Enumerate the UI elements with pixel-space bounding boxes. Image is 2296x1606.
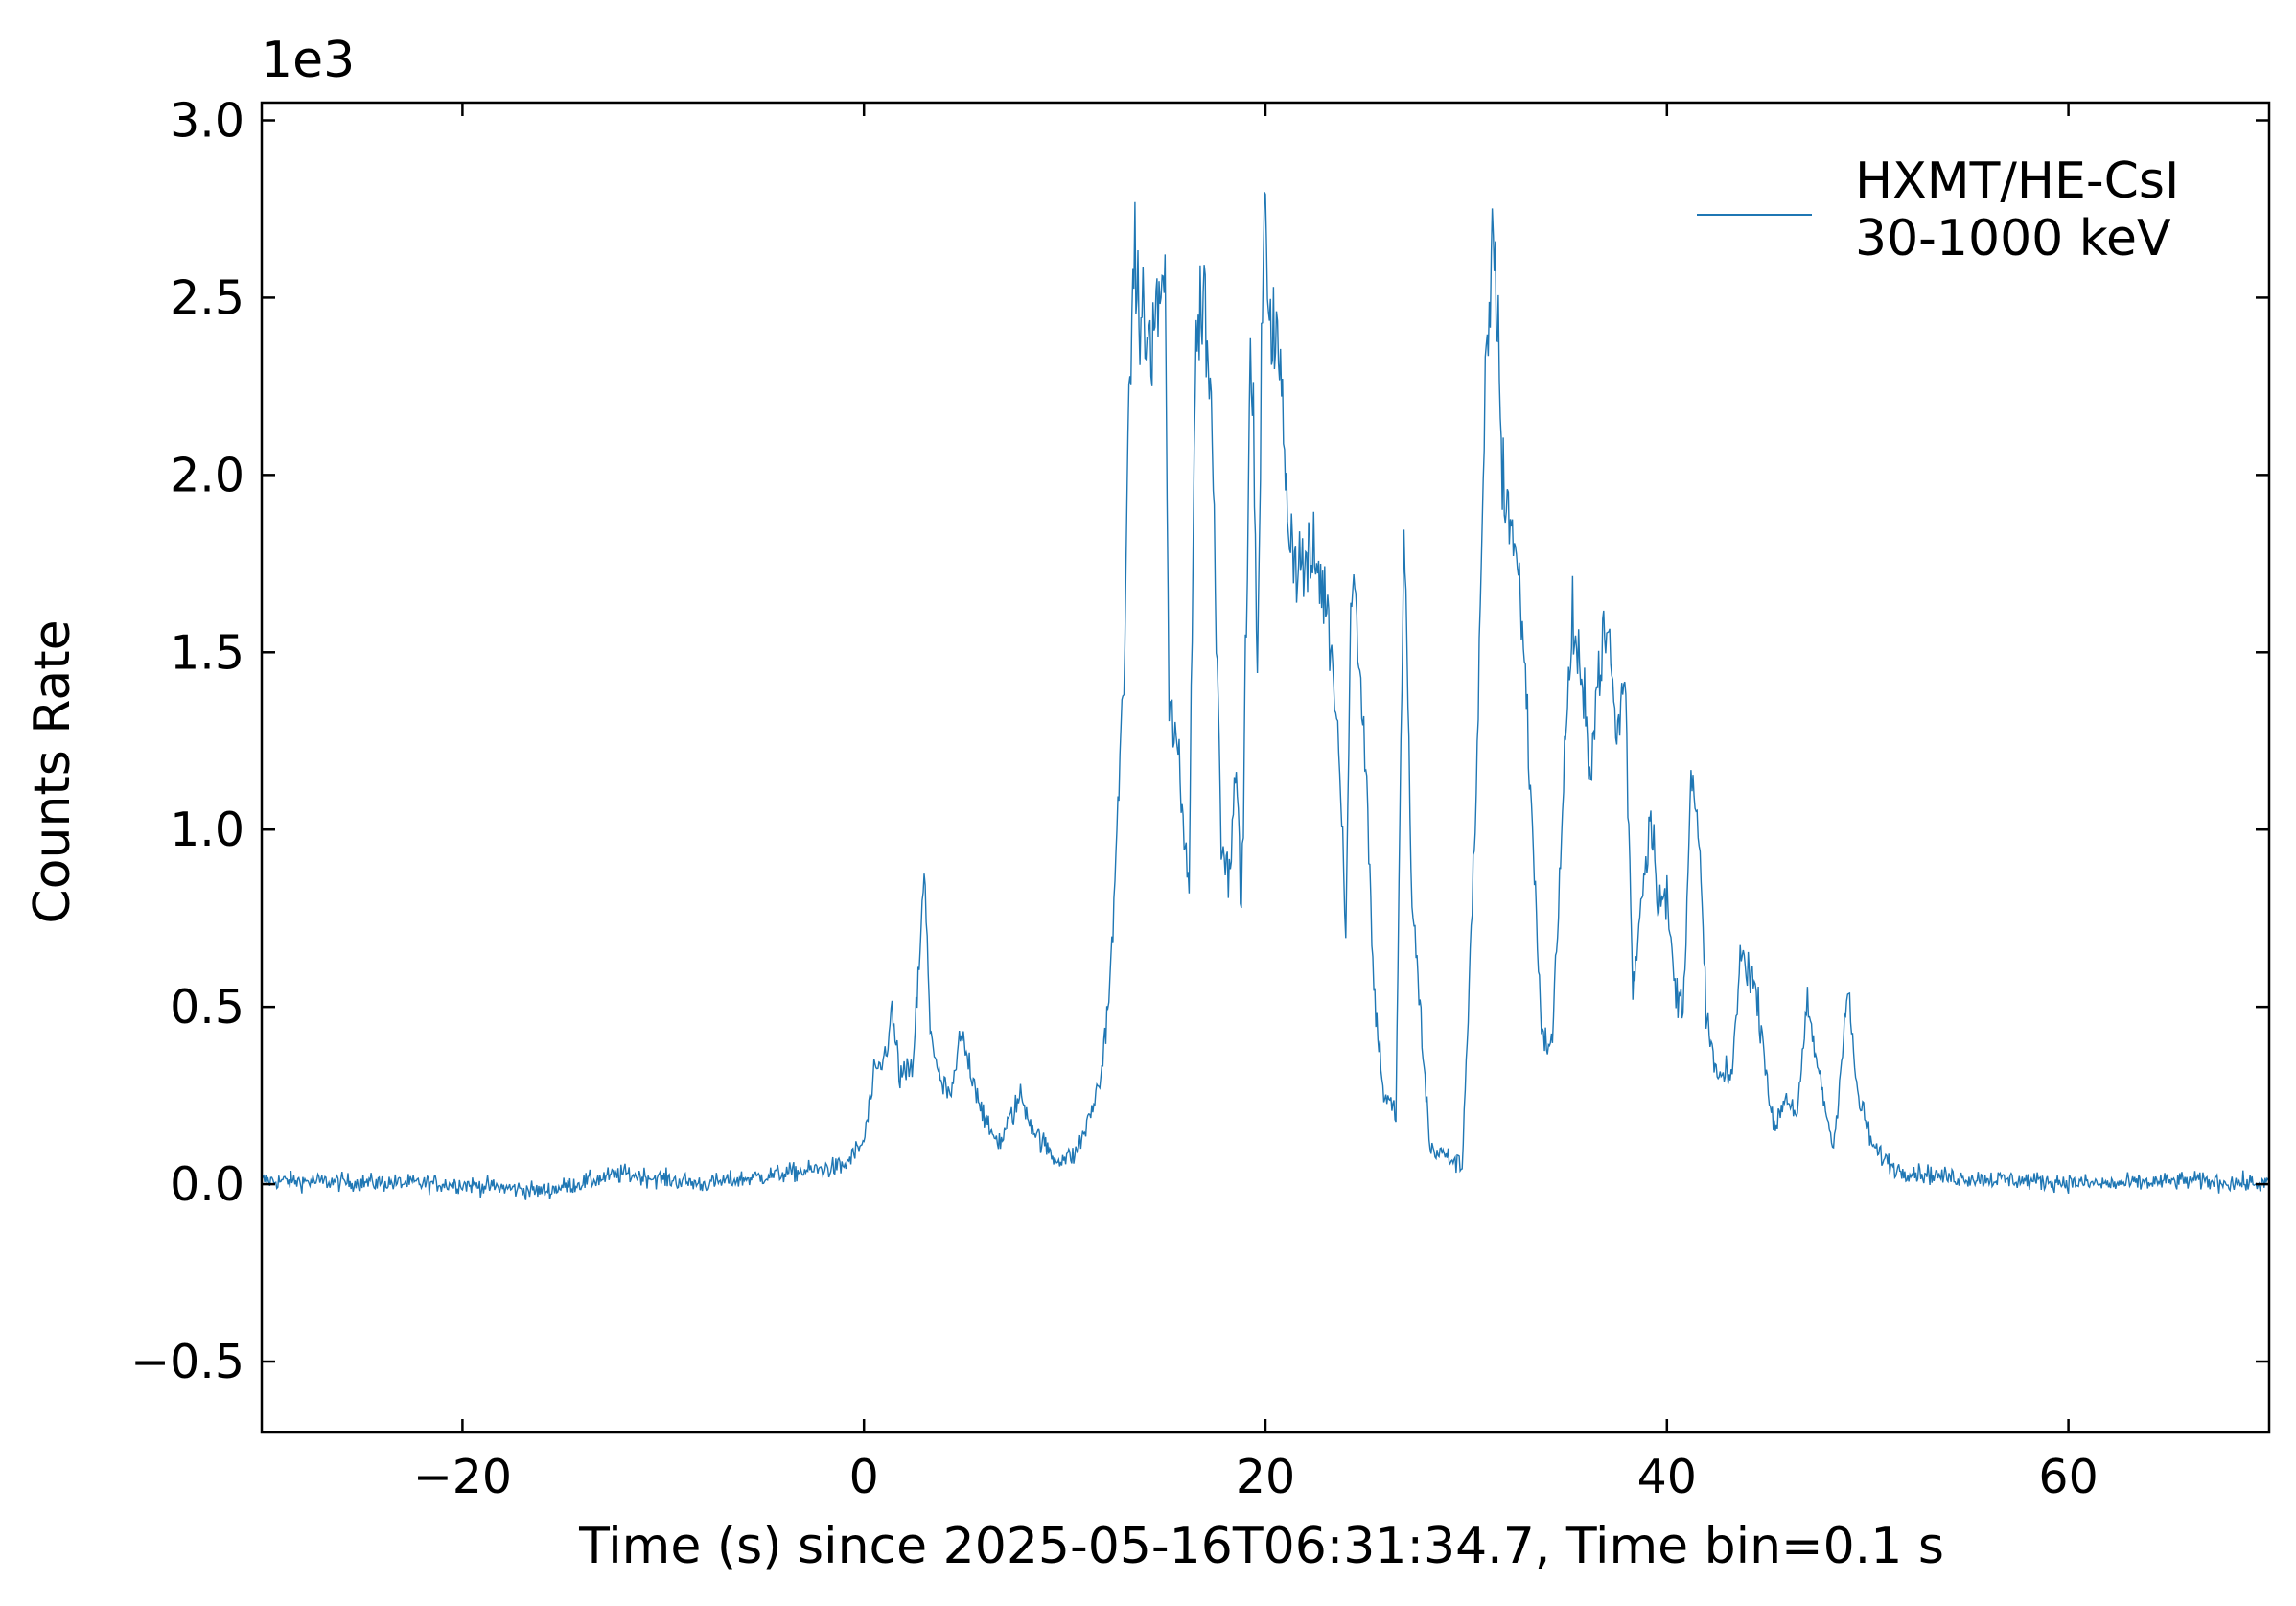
y-axis-label: Counts Rate	[24, 619, 81, 923]
axes-frame	[260, 101, 2271, 1434]
x-tick-label: 0	[849, 1450, 879, 1504]
y-offset-label: 1e3	[261, 32, 355, 89]
x-axis-label: Time (s) since 2025-05-16T06:31:34.7, Ti…	[578, 1518, 1944, 1575]
legend-label: HXMT/HE-CsI 30-1000 keV	[1855, 152, 2179, 268]
y-tick-label: 3.0	[170, 93, 244, 148]
y-tick-label: 0.0	[170, 1157, 244, 1212]
legend-label-line: 30-1000 keV	[1855, 210, 2171, 268]
x-tick-label: 20	[1236, 1450, 1295, 1504]
series-line	[262, 192, 2269, 1200]
y-tick-label: 0.5	[170, 980, 244, 1035]
y-tick-label: 2.5	[170, 270, 244, 325]
legend-label-line: HXMT/HE-CsI	[1855, 152, 2179, 210]
y-tick-label: 1.5	[170, 625, 244, 680]
x-tick-label: 60	[2038, 1450, 2098, 1504]
y-tick-label: 2.0	[170, 448, 244, 502]
y-tick-label: −0.5	[130, 1335, 244, 1389]
y-tick-label: 1.0	[170, 803, 244, 857]
plot-area	[262, 192, 2269, 1200]
x-tick-label: 40	[1637, 1450, 1697, 1504]
x-tick-label: −20	[413, 1450, 512, 1504]
legend: HXMT/HE-CsI 30-1000 keV	[1697, 152, 2179, 268]
axis-ticks: −20 0 20 40 60 −0.5 0.0 0.5 1.0 1.5 2.0 2.5 3.0	[130, 93, 2269, 1504]
